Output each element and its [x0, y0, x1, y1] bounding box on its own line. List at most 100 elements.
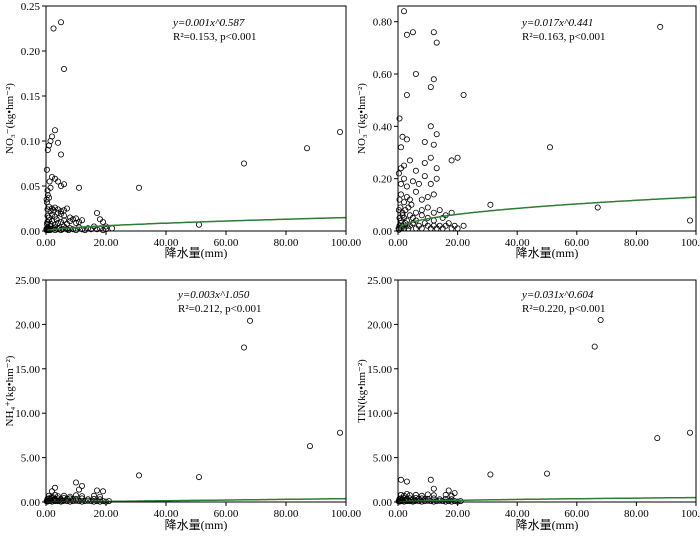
data-point: [418, 492, 425, 499]
data-point: [61, 66, 68, 73]
x-tick-label: 40.00: [154, 237, 179, 249]
y-tick-label: 0.60: [373, 69, 393, 81]
data-point: [76, 486, 83, 493]
data-point: [61, 492, 68, 499]
x-tick-label: 40.00: [505, 237, 530, 249]
y-tick-label: 0.15: [21, 91, 41, 103]
data-point: [408, 201, 415, 208]
regression-stats: R²=0.153, p<0.001: [173, 31, 257, 43]
x-axis-label: 降水量(mm): [165, 246, 228, 260]
data-point: [109, 225, 116, 232]
x-tick-label: 100.00: [681, 508, 700, 520]
data-point: [409, 29, 416, 36]
y-tick-label: 0.00: [373, 226, 393, 238]
data-point: [412, 188, 419, 195]
x-tick-label: 60.00: [564, 508, 589, 520]
y-axis-ticks: 0.00 0.20 0.40 0.60 0.80: [373, 17, 398, 238]
y-tick-label: 10.00: [15, 408, 40, 420]
regression-stats: R²=0.163, p<0.001: [522, 31, 606, 43]
data-point: [427, 123, 434, 130]
data-point: [100, 227, 107, 234]
data-point: [240, 344, 247, 351]
data-point: [52, 221, 59, 228]
data-point: [412, 71, 419, 78]
data-point: [76, 184, 83, 191]
x-axis-ticks: 0.00 20.00 40.00 60.00 80.00 100.00: [388, 502, 700, 520]
data-point: [400, 494, 407, 501]
regression-stats: R²=0.220, p<0.001: [522, 303, 606, 315]
x-tick-label: 0.00: [36, 508, 56, 520]
plot-frame: [45, 279, 347, 503]
data-point: [418, 196, 425, 203]
data-point: [49, 205, 56, 212]
y-tick-label: 0.40: [373, 121, 393, 133]
data-point: [70, 226, 77, 233]
data-point: [58, 182, 65, 189]
data-point: [195, 474, 202, 481]
regression-equation: y=0.001x^0.587: [172, 17, 245, 29]
data-point: [427, 84, 434, 91]
data-point: [657, 23, 664, 30]
y-axis-ticks: 0.00 0.05 0.10 0.15 0.20 0.25: [21, 1, 46, 238]
data-point: [430, 29, 437, 36]
y-axis-ticks: 0.00 5.00 10.00 15.00 20.00 25.00: [367, 275, 398, 509]
x-tick-label: 20.00: [445, 508, 470, 520]
data-point: [55, 139, 62, 146]
data-point: [336, 128, 343, 135]
data-point: [397, 144, 404, 151]
data-point: [397, 476, 404, 483]
data-point: [445, 220, 452, 227]
y-tick-label: 0.25: [21, 1, 41, 13]
y-tick-label: 0.20: [21, 46, 41, 58]
data-point: [58, 19, 65, 26]
x-tick-label: 80.00: [274, 237, 299, 249]
data-point: [487, 201, 494, 208]
data-point: [82, 227, 89, 234]
x-tick-label: 100.00: [331, 237, 362, 249]
data-point: [58, 208, 65, 215]
data-point: [412, 491, 419, 498]
data-point: [100, 488, 107, 495]
data-point: [427, 154, 434, 161]
data-point: [454, 154, 461, 161]
x-tick-label: 20.00: [94, 237, 119, 249]
data-point: [412, 167, 419, 174]
data-point: [47, 184, 54, 191]
data-point: [445, 487, 452, 494]
data-point: [424, 193, 431, 200]
data-point: [403, 31, 410, 38]
data-point: [61, 207, 68, 214]
y-tick-label: 25.00: [367, 275, 392, 287]
data-point: [424, 491, 431, 498]
x-tick-label: 0.00: [388, 237, 408, 249]
data-point: [427, 180, 434, 187]
data-point: [44, 191, 51, 198]
data-point: [61, 181, 68, 188]
x-tick-label: 60.00: [564, 237, 589, 249]
data-point: [687, 217, 694, 224]
data-point: [400, 492, 407, 499]
data-point: [409, 178, 416, 185]
regression-stats: R²=0.212, p<0.001: [178, 303, 262, 315]
data-point: [421, 159, 428, 166]
data-point: [246, 317, 253, 324]
data-point: [457, 498, 464, 505]
data-point: [94, 209, 101, 216]
y-tick-label: 0.20: [373, 174, 393, 186]
data-point: [400, 8, 407, 15]
data-point: [67, 218, 74, 225]
x-axis-ticks: 0.00 20.00 40.00 60.00 80.00 100.00: [388, 231, 700, 249]
data-point: [397, 191, 404, 198]
data-point: [61, 217, 68, 224]
regression-equation: y=0.003x^1.050: [177, 289, 250, 301]
data-point: [44, 212, 51, 219]
data-point: [55, 219, 62, 226]
x-tick-label: 0.00: [36, 237, 56, 249]
panel-nh4: 0.00 20.00 40.00 60.00 80.00 100.00 0.00 5.00 1…: [4, 275, 362, 532]
y-tick-label: 5.00: [373, 453, 393, 465]
data-point: [61, 494, 68, 501]
data-point: [49, 173, 56, 180]
data-point: [687, 429, 694, 436]
